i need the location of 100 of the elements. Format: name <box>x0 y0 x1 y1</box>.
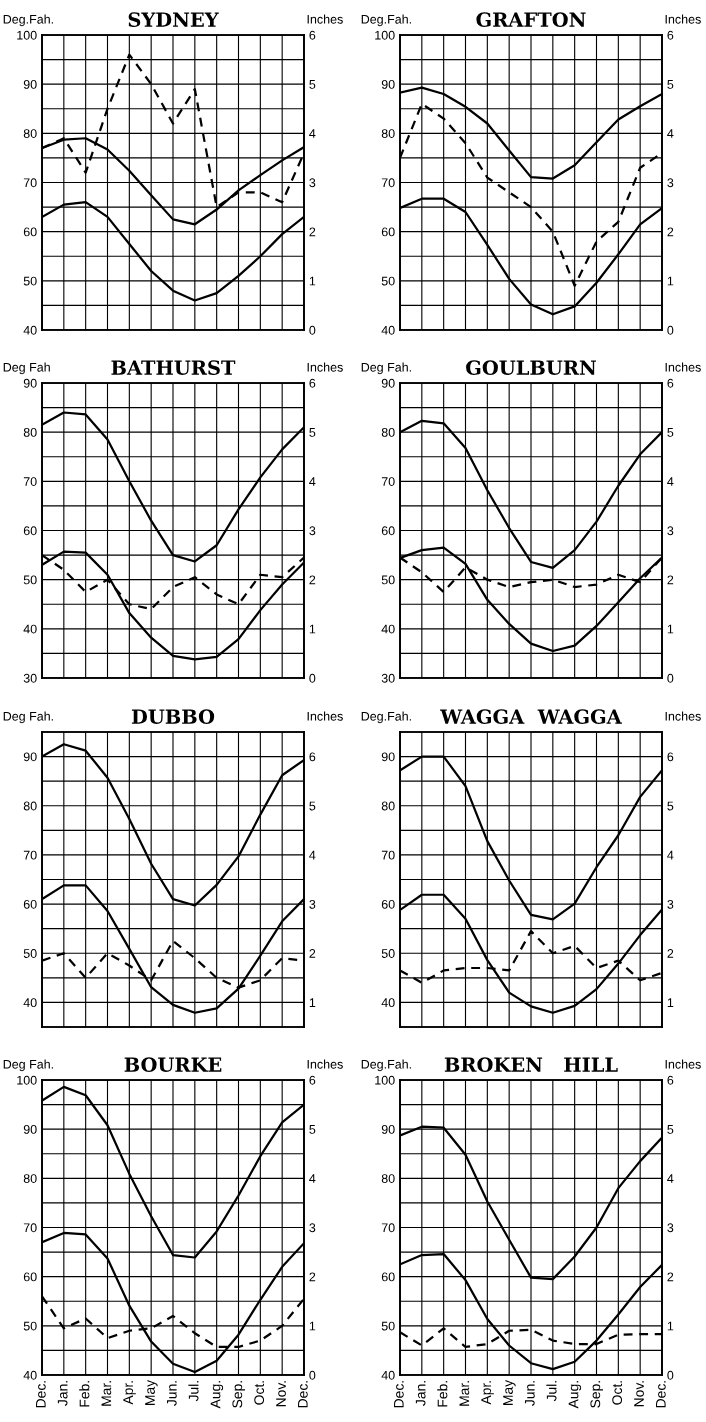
x-tick-label: Jun. <box>167 1381 177 1406</box>
y-tick-label: 70 <box>381 178 395 188</box>
y2-tick-label: 4 <box>667 850 674 860</box>
y-tick-label: 50 <box>381 1321 395 1331</box>
x-tick-label: Aug. <box>210 1381 224 1409</box>
x-tick-label: Dec. <box>298 1381 308 1408</box>
y2-tick-label: 0 <box>667 325 674 335</box>
chart-title: GOULBURN <box>466 360 596 375</box>
y2-tick-label: 1 <box>309 1321 316 1331</box>
x-tick-label: Jan. <box>57 1381 68 1406</box>
y2-tick-label: 0 <box>309 673 316 683</box>
y2-tick-label: 3 <box>667 899 674 909</box>
y-axis-title: Deg Fah. <box>361 362 411 375</box>
y2-tick-label: 6 <box>667 378 674 388</box>
y-tick-label: 50 <box>381 949 395 958</box>
y2-tick-label: 4 <box>309 850 316 860</box>
y-tick-label: 60 <box>23 899 37 909</box>
y2-tick-label: 5 <box>667 428 674 437</box>
x-tick-label: Oct. <box>254 1381 265 1405</box>
y2-tick-label: 2 <box>309 575 316 585</box>
y-tick-label: 90 <box>381 378 395 388</box>
y-tick-label: 100 <box>17 30 37 40</box>
y2-tick-label: 4 <box>667 477 674 486</box>
y2-tick-label: 6 <box>309 1075 316 1085</box>
y-tick-label: 60 <box>23 526 37 536</box>
y2-tick-label: 4 <box>667 1174 674 1183</box>
y2-tick-label: 4 <box>309 1174 316 1183</box>
y-tick-label: 60 <box>381 1272 395 1282</box>
y2-axis-title: Inches <box>665 362 701 372</box>
x-tick-label: Dec. <box>36 1381 46 1408</box>
y-tick-label: 60 <box>381 227 395 237</box>
x-tick-label: Jun. <box>525 1381 535 1406</box>
y2-axis-title: Inches <box>307 362 343 372</box>
y2-tick-label: 1 <box>667 998 674 1007</box>
y2-axis-title: Inches <box>665 1059 701 1069</box>
y2-tick-label: 0 <box>667 673 674 683</box>
x-tick-label: Sep. <box>590 1381 603 1408</box>
y-tick-label: 50 <box>23 276 37 286</box>
y-tick-label: 70 <box>23 178 37 188</box>
y2-tick-label: 1 <box>667 1321 674 1331</box>
x-tick-label: Feb. <box>437 1381 448 1407</box>
y2-tick-label: 6 <box>309 752 316 762</box>
y2-tick-label: 1 <box>667 276 674 286</box>
y-tick-label: 40 <box>381 998 395 1008</box>
y-tick-label: 40 <box>23 1370 37 1380</box>
y-axis-title: Deg.Fah. <box>361 1059 411 1072</box>
chart-title: BROKEN HILL <box>444 1057 618 1072</box>
y2-tick-label: 3 <box>667 1223 674 1233</box>
chart-title: BOURKE <box>124 1057 222 1072</box>
y2-tick-label: 3 <box>309 526 316 536</box>
x-tick-label: Jul. <box>546 1381 557 1402</box>
y-tick-label: 80 <box>23 427 37 437</box>
x-tick-label: Dec. <box>394 1381 404 1408</box>
x-tick-label: Feb. <box>79 1381 90 1407</box>
x-tick-label: May <box>503 1379 516 1405</box>
y-tick-label: 60 <box>381 899 395 909</box>
chart-title: GRAFTON <box>476 12 586 27</box>
chart-title: DUBBO <box>131 709 215 724</box>
y-tick-label: 40 <box>23 624 37 634</box>
y2-tick-label: 2 <box>667 949 674 958</box>
x-tick-label: Jan. <box>415 1381 426 1406</box>
y-tick-label: 60 <box>23 1272 37 1282</box>
y-tick-label: 90 <box>381 752 395 762</box>
x-tick-label: Apr. <box>123 1381 136 1405</box>
y2-tick-label: 5 <box>309 1125 316 1134</box>
y-tick-label: 50 <box>23 949 37 958</box>
y2-tick-label: 1 <box>309 998 316 1007</box>
y-tick-label: 80 <box>381 1174 395 1183</box>
x-tick-label: Mar. <box>459 1381 470 1406</box>
y-tick-label: 80 <box>23 1174 37 1183</box>
chart-title: SYDNEY <box>128 12 219 27</box>
y-tick-label: 100 <box>375 30 395 40</box>
y2-tick-label: 1 <box>309 276 316 286</box>
y-tick-label: 50 <box>23 575 37 585</box>
x-tick-label: May <box>145 1379 158 1405</box>
x-tick-label: Jul. <box>188 1381 199 1402</box>
y2-tick-label: 5 <box>309 80 316 89</box>
y2-tick-label: 2 <box>309 949 316 958</box>
y2-tick-label: 6 <box>667 30 674 40</box>
y2-tick-label: 6 <box>309 30 316 40</box>
y-tick-label: 90 <box>23 1124 37 1134</box>
y2-tick-label: 3 <box>667 178 674 188</box>
y-axis-title: Deg.Fah. <box>361 711 411 724</box>
y-tick-label: 70 <box>23 850 37 860</box>
y-tick-label: 60 <box>381 526 395 536</box>
y2-tick-label: 2 <box>309 227 316 237</box>
y-tick-label: 60 <box>23 227 37 237</box>
y2-tick-label: 1 <box>667 624 674 634</box>
y2-tick-label: 5 <box>667 801 674 811</box>
y-tick-label: 40 <box>23 998 37 1008</box>
x-tick-label: Dec. <box>656 1381 666 1408</box>
y2-tick-label: 0 <box>309 325 316 335</box>
y-tick-label: 70 <box>23 477 37 486</box>
y-tick-label: 30 <box>23 673 37 683</box>
y-axis-title: Deg Fah. <box>3 711 53 724</box>
y-tick-label: 70 <box>381 850 395 860</box>
x-tick-label: Aug. <box>568 1381 582 1409</box>
y-tick-label: 80 <box>381 427 395 437</box>
y2-tick-label: 2 <box>667 575 674 585</box>
y-tick-label: 50 <box>381 276 395 286</box>
